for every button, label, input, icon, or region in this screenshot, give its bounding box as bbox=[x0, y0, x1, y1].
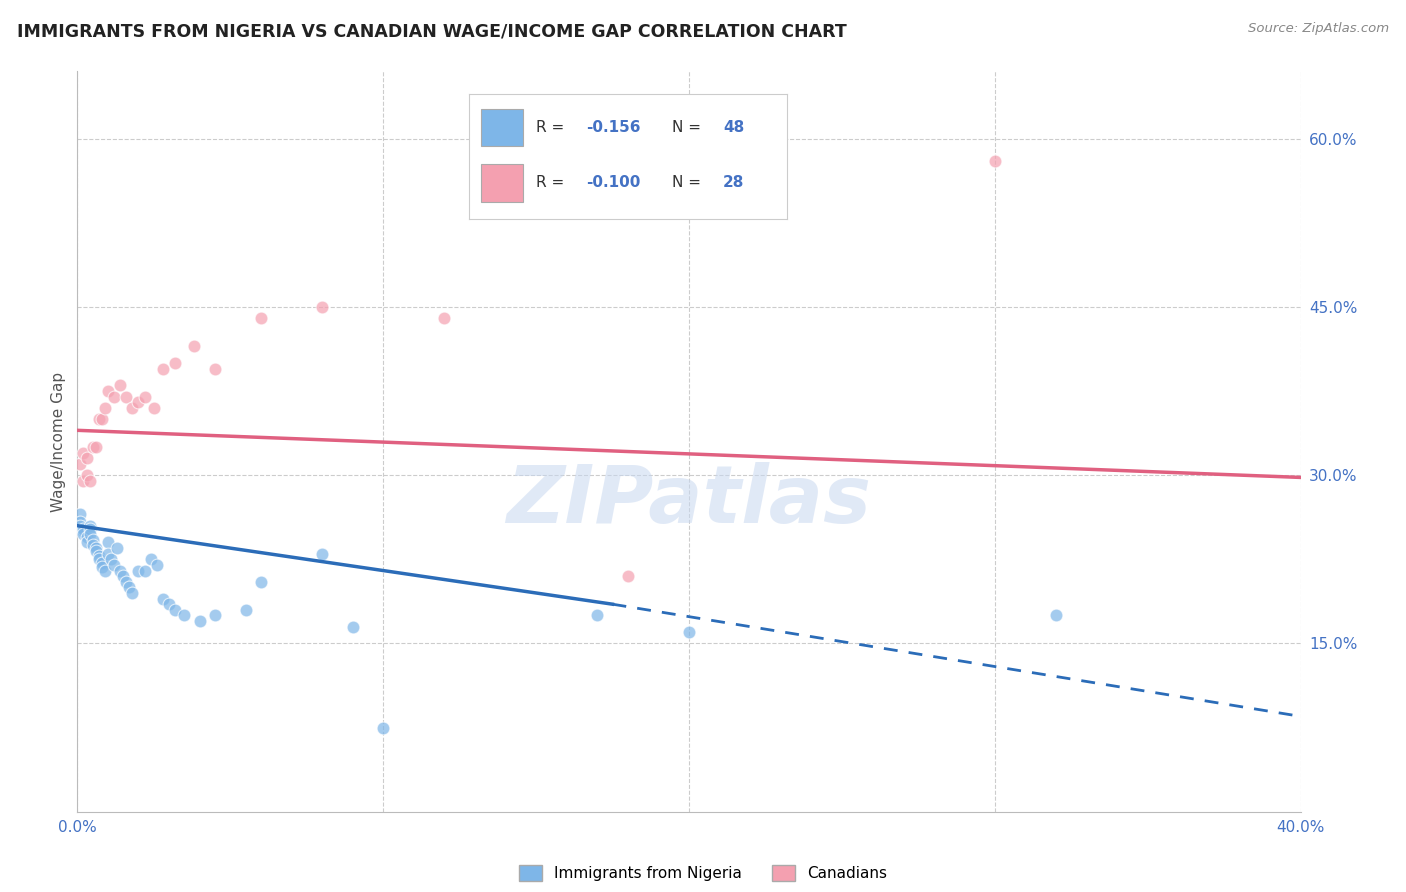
Point bbox=[76, 451, 98, 466]
Point bbox=[72, 524, 94, 539]
Point bbox=[115, 390, 138, 404]
Point bbox=[121, 586, 143, 600]
Point bbox=[173, 608, 195, 623]
Point bbox=[142, 401, 165, 415]
Point bbox=[87, 549, 110, 563]
Point bbox=[103, 390, 125, 404]
Point bbox=[69, 457, 91, 471]
Point bbox=[108, 378, 131, 392]
Point bbox=[984, 154, 1007, 169]
Point bbox=[69, 516, 91, 530]
Point bbox=[82, 538, 104, 552]
Point bbox=[94, 564, 117, 578]
Point bbox=[84, 541, 107, 555]
Point bbox=[87, 552, 110, 566]
Point bbox=[134, 390, 156, 404]
Point bbox=[82, 533, 104, 548]
Point bbox=[79, 526, 101, 541]
Point bbox=[84, 440, 107, 454]
Point bbox=[152, 361, 174, 376]
Text: Source: ZipAtlas.com: Source: ZipAtlas.com bbox=[1249, 22, 1389, 36]
Point bbox=[72, 474, 94, 488]
Point bbox=[76, 535, 98, 549]
Text: ZIPatlas: ZIPatlas bbox=[506, 462, 872, 540]
Point bbox=[342, 619, 364, 633]
Point bbox=[183, 339, 205, 353]
Point bbox=[103, 558, 125, 572]
Point bbox=[121, 401, 143, 415]
Point bbox=[204, 608, 226, 623]
Point bbox=[84, 544, 107, 558]
Point bbox=[152, 591, 174, 606]
Point bbox=[165, 356, 187, 370]
Point bbox=[72, 526, 94, 541]
Point bbox=[586, 608, 609, 623]
Point bbox=[371, 721, 394, 735]
Point bbox=[235, 603, 257, 617]
Point bbox=[90, 560, 112, 574]
Point bbox=[250, 574, 273, 589]
Point bbox=[112, 569, 135, 583]
Point bbox=[617, 569, 640, 583]
Point bbox=[134, 564, 156, 578]
Point bbox=[82, 440, 104, 454]
Point bbox=[76, 468, 98, 483]
Point bbox=[115, 574, 138, 589]
Point bbox=[69, 518, 91, 533]
Y-axis label: Wage/Income Gap: Wage/Income Gap bbox=[51, 371, 66, 512]
Point bbox=[97, 547, 120, 561]
Point bbox=[433, 311, 456, 326]
Point bbox=[118, 580, 141, 594]
Point bbox=[90, 412, 112, 426]
Point bbox=[90, 556, 112, 570]
Point bbox=[69, 508, 91, 522]
Point bbox=[165, 603, 187, 617]
Point bbox=[127, 395, 149, 409]
Point bbox=[250, 311, 273, 326]
Point bbox=[105, 541, 128, 555]
Point bbox=[72, 522, 94, 536]
Point bbox=[204, 361, 226, 376]
Point bbox=[108, 564, 131, 578]
Point bbox=[127, 564, 149, 578]
Legend: Immigrants from Nigeria, Canadians: Immigrants from Nigeria, Canadians bbox=[513, 859, 893, 888]
Point bbox=[97, 535, 120, 549]
Point bbox=[79, 518, 101, 533]
Point bbox=[188, 614, 211, 628]
Point bbox=[94, 401, 117, 415]
Point bbox=[311, 547, 333, 561]
Point bbox=[146, 558, 169, 572]
Point bbox=[76, 530, 98, 544]
Point bbox=[100, 552, 122, 566]
Text: IMMIGRANTS FROM NIGERIA VS CANADIAN WAGE/INCOME GAP CORRELATION CHART: IMMIGRANTS FROM NIGERIA VS CANADIAN WAGE… bbox=[17, 22, 846, 40]
Point bbox=[79, 474, 101, 488]
Point bbox=[311, 300, 333, 314]
Point bbox=[678, 625, 700, 640]
Point bbox=[87, 412, 110, 426]
Point bbox=[97, 384, 120, 398]
Point bbox=[72, 446, 94, 460]
Point bbox=[139, 552, 162, 566]
Point bbox=[157, 597, 180, 611]
Point bbox=[79, 522, 101, 536]
Point bbox=[1045, 608, 1067, 623]
